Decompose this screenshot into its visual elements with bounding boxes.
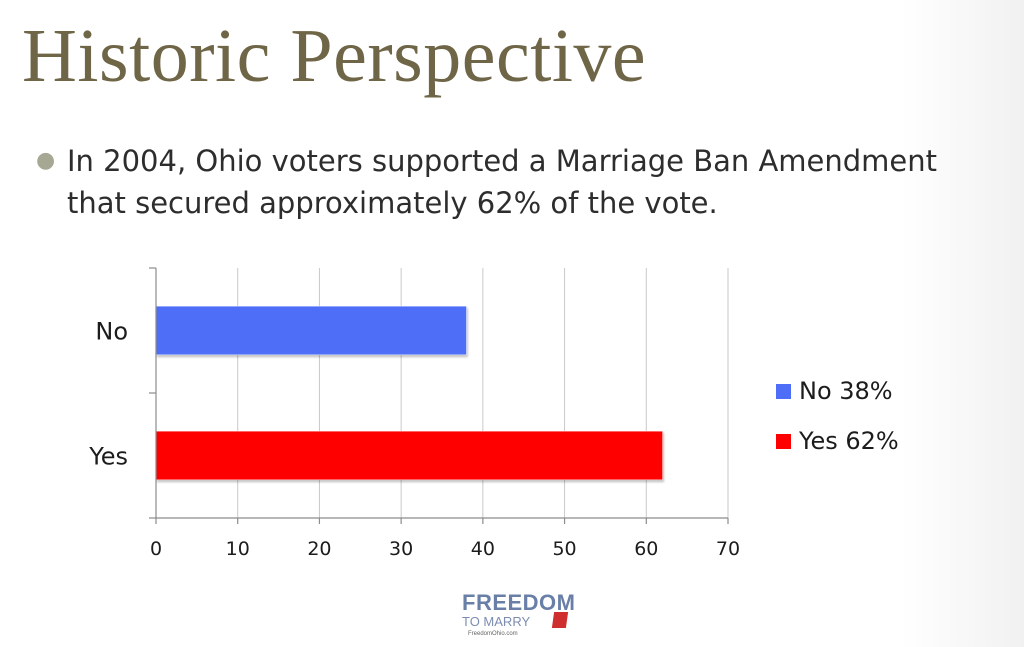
- logo-text-freedom: FREEDOM: [462, 590, 576, 615]
- slide-title: Historic Perspective: [22, 14, 647, 98]
- x-tick-label-0: 0: [150, 538, 162, 560]
- bar-chart: No Yes 0 10 20 30 40 50 60 70: [88, 267, 740, 561]
- freedom-to-marry-logo: FREEDOM TO MARRY FreedomOhio.com: [458, 590, 576, 642]
- chart-axes: [149, 267, 729, 524]
- legend-item-yes: Yes 62%: [776, 416, 899, 466]
- legend-swatch-yes: [776, 433, 791, 449]
- category-label-no: No: [95, 318, 128, 346]
- bullet-text: In 2004, Ohio voters supported a Marriag…: [67, 144, 938, 220]
- x-tick-label-60: 60: [634, 538, 658, 560]
- bar-no: [155, 305, 467, 356]
- x-tick-label-30: 30: [389, 538, 413, 560]
- chart-legend: No 38% Yes 62%: [776, 366, 899, 466]
- chart-grid: [237, 268, 729, 518]
- bullet-dot-icon: ●: [36, 148, 56, 173]
- x-tick-label-20: 20: [307, 538, 331, 560]
- x-tick-label-50: 50: [552, 538, 576, 560]
- chart-labels: No Yes 0 10 20 30 40 50 60 70: [88, 318, 740, 561]
- x-tick-label-70: 70: [716, 538, 740, 560]
- legend-label-no: No 38%: [799, 377, 893, 405]
- legend-label-yes: Yes 62%: [799, 427, 899, 455]
- legend-item-no: No 38%: [776, 366, 899, 416]
- bullet-point: ● In 2004, Ohio voters supported a Marri…: [36, 140, 996, 224]
- ohio-shape-icon: [551, 612, 569, 628]
- category-label-yes: Yes: [88, 443, 128, 471]
- legend-swatch-no: [776, 383, 791, 399]
- logo-text-to-marry: TO MARRY: [462, 614, 531, 629]
- bar-yes: [155, 430, 663, 481]
- x-tick-label-40: 40: [471, 538, 495, 560]
- chart-bars: [155, 305, 663, 481]
- x-tick-label-10: 10: [226, 538, 250, 560]
- logo-text-url: FreedomOhio.com: [468, 631, 518, 637]
